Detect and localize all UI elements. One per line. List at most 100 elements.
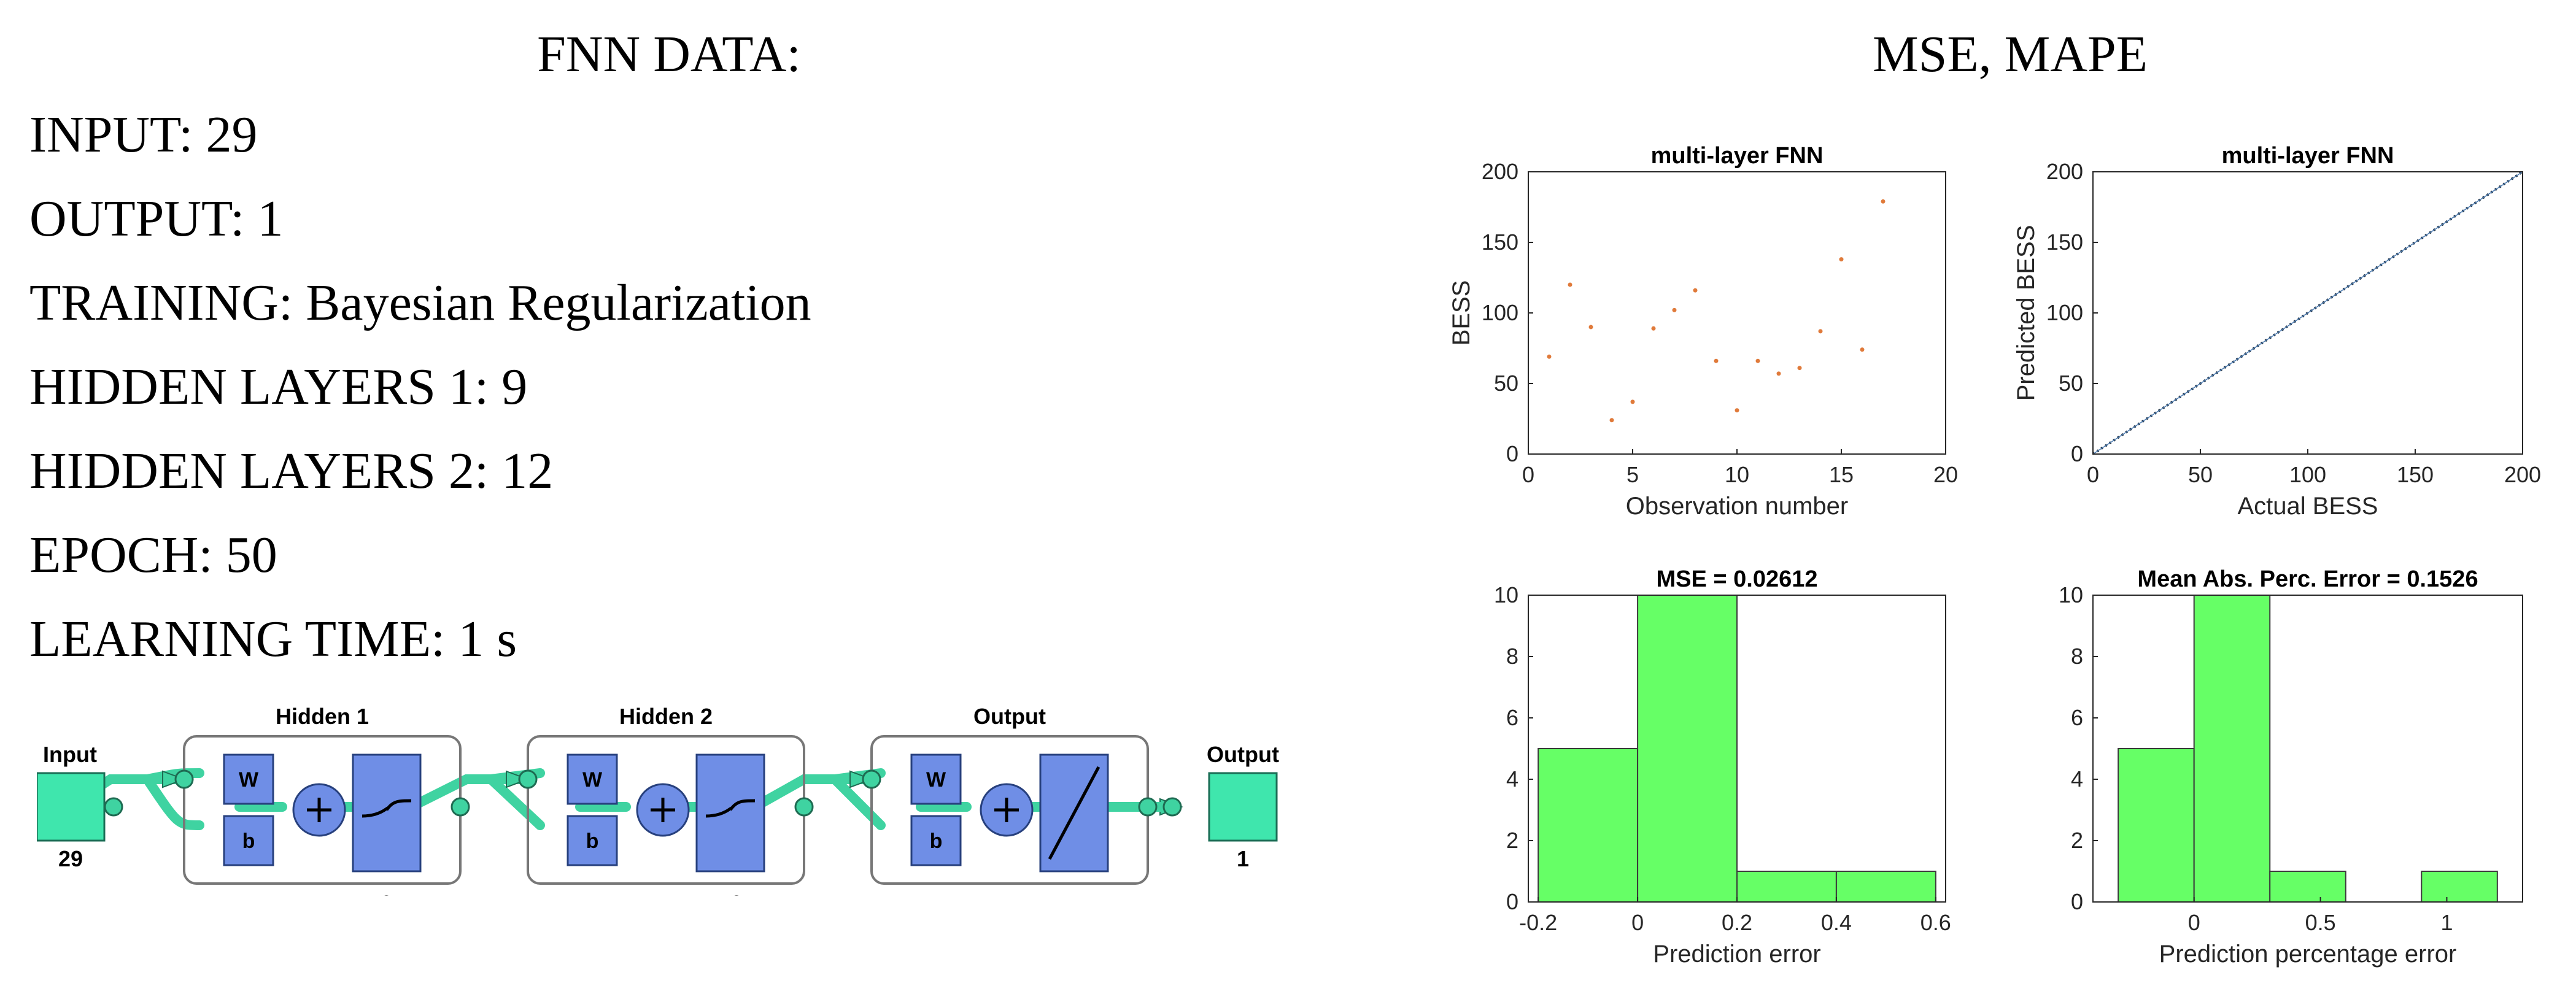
spec-value: 1 s — [458, 611, 517, 668]
node-icon — [1162, 797, 1182, 817]
chart-title: multi-layer FNN — [2222, 143, 2394, 169]
node-icon — [174, 769, 194, 789]
y-tick-label: 0 — [2071, 889, 2083, 914]
plot-area — [2092, 595, 2523, 903]
bias-label: b — [586, 830, 599, 853]
spec-item: HIDDEN LAYERS 1: 9 — [29, 356, 811, 441]
node-group — [104, 769, 1182, 817]
weight-block — [223, 753, 274, 805]
y-tick-label: 0 — [2071, 441, 2083, 466]
plus-icon — [994, 798, 1019, 822]
y-axis-label: BESS — [1448, 280, 1475, 346]
bias-block — [567, 815, 618, 866]
x-axis-label: Prediction percentage error — [2159, 941, 2457, 968]
data-point — [1776, 371, 1781, 376]
spec-value: 1 — [257, 190, 284, 247]
spec-item: EPOCH: 50 — [29, 525, 811, 609]
data-point — [1651, 326, 1656, 331]
layer-label: Output — [973, 704, 1046, 729]
x-tick-label: 0.4 — [1821, 910, 1852, 935]
activation-block — [1039, 753, 1109, 873]
spec-key: LEARNING TIME: — [29, 611, 446, 668]
spec-item: TRAINING: Bayesian Regularization — [29, 272, 811, 356]
node-icon — [794, 797, 814, 817]
plus-icon — [651, 798, 675, 822]
data-point — [1547, 354, 1552, 359]
layer-size: 12 — [718, 891, 743, 896]
histogram-bar — [1537, 748, 1639, 903]
x-tick-label: 200 — [2504, 462, 2541, 487]
layer-label: Hidden 1 — [276, 704, 369, 729]
linear-icon — [1048, 766, 1100, 860]
right-heading: MSE, MAPE — [1872, 26, 2148, 83]
arrow-icon — [849, 770, 873, 788]
y-tick-label: 100 — [1482, 300, 1518, 325]
x-tick-label: 0.5 — [2305, 910, 2336, 935]
y-tick-label: 4 — [1506, 766, 1518, 792]
output-size: 1 — [1237, 846, 1249, 871]
histogram-bar — [2193, 595, 2271, 903]
bias-block — [910, 815, 962, 866]
y-tick-label: 150 — [2046, 229, 2083, 255]
data-point — [1714, 358, 1719, 363]
x-tick-label: 5 — [1626, 462, 1639, 487]
layer-hidden-2: Hidden 2 W b 12 — [527, 704, 805, 896]
spec-item: INPUT: 29 — [29, 104, 811, 188]
data-point — [1839, 257, 1844, 262]
y-tick-label: 8 — [2071, 644, 2083, 669]
spec-key: OUTPUT: — [29, 190, 245, 247]
node-icon — [518, 769, 538, 789]
x-axis-label: Prediction error — [1653, 941, 1820, 968]
chart-regression: multi-layer FNN 0 50 100 150 200 0 50 100 150 200 A… — [2013, 143, 2541, 520]
y-axis-label: Predicted BESS — [2013, 225, 2040, 401]
y-tick-label: 200 — [1482, 159, 1518, 184]
x-tick-label: 10 — [1725, 462, 1749, 487]
node-icon — [862, 769, 881, 789]
input-block — [37, 772, 106, 842]
weight-block — [567, 753, 618, 805]
histogram-bar — [1835, 871, 1936, 903]
output-label: Output — [1207, 742, 1279, 767]
chart-title: Mean Abs. Perc. Error = 0.1526 — [2137, 566, 2478, 592]
x-tick-label: 150 — [2397, 462, 2434, 487]
x-tick-label: 100 — [2289, 462, 2326, 487]
x-axis-label: Actual BESS — [2237, 493, 2378, 520]
layer-size: 1 — [1068, 891, 1080, 896]
sigmoid-icon — [705, 799, 756, 818]
x-tick-label: 20 — [1933, 462, 1958, 487]
left-heading: FNN DATA: — [537, 26, 801, 83]
y-tick-label: 2 — [1506, 828, 1518, 853]
spec-value: 50 — [225, 526, 277, 584]
x-tick-label: 0.2 — [1722, 910, 1752, 935]
x-tick-label: -0.2 — [1519, 910, 1557, 935]
data-point — [1881, 199, 1886, 204]
spec-key: TRAINING: — [29, 274, 293, 331]
y-tick-label: 200 — [2046, 159, 2083, 184]
chart-title: multi-layer FNN — [1651, 143, 1824, 169]
plus-icon — [307, 798, 331, 822]
y-tick-label: 50 — [2059, 371, 2083, 396]
spec-value: 9 — [501, 358, 528, 415]
histogram-bar — [2421, 871, 2498, 903]
x-tick-label: 0.6 — [1920, 910, 1951, 935]
histogram-bar — [1637, 595, 1738, 903]
x-tick-label: 0 — [1522, 462, 1534, 487]
spec-key: HIDDEN LAYERS 2: — [29, 442, 489, 499]
spec-item: LEARNING TIME: 1 s — [29, 609, 811, 693]
data-point — [1797, 366, 1802, 371]
histogram-bar — [2269, 871, 2346, 903]
arrow-icon — [506, 770, 530, 788]
bias-label: b — [930, 830, 943, 853]
x-tick-label: 1 — [2440, 910, 2453, 935]
data-point — [1693, 288, 1698, 293]
bias-block — [223, 815, 274, 866]
y-tick-label: 6 — [2071, 705, 2083, 730]
data-point — [1609, 418, 1614, 423]
spec-key: HIDDEN LAYERS 1: — [29, 358, 489, 415]
spec-key: INPUT: — [29, 106, 193, 163]
y-tick-label: 8 — [1506, 644, 1518, 669]
y-tick-label: 0 — [1506, 441, 1518, 466]
arrow-icon — [162, 770, 186, 788]
y-tick-label: 10 — [2059, 582, 2083, 607]
